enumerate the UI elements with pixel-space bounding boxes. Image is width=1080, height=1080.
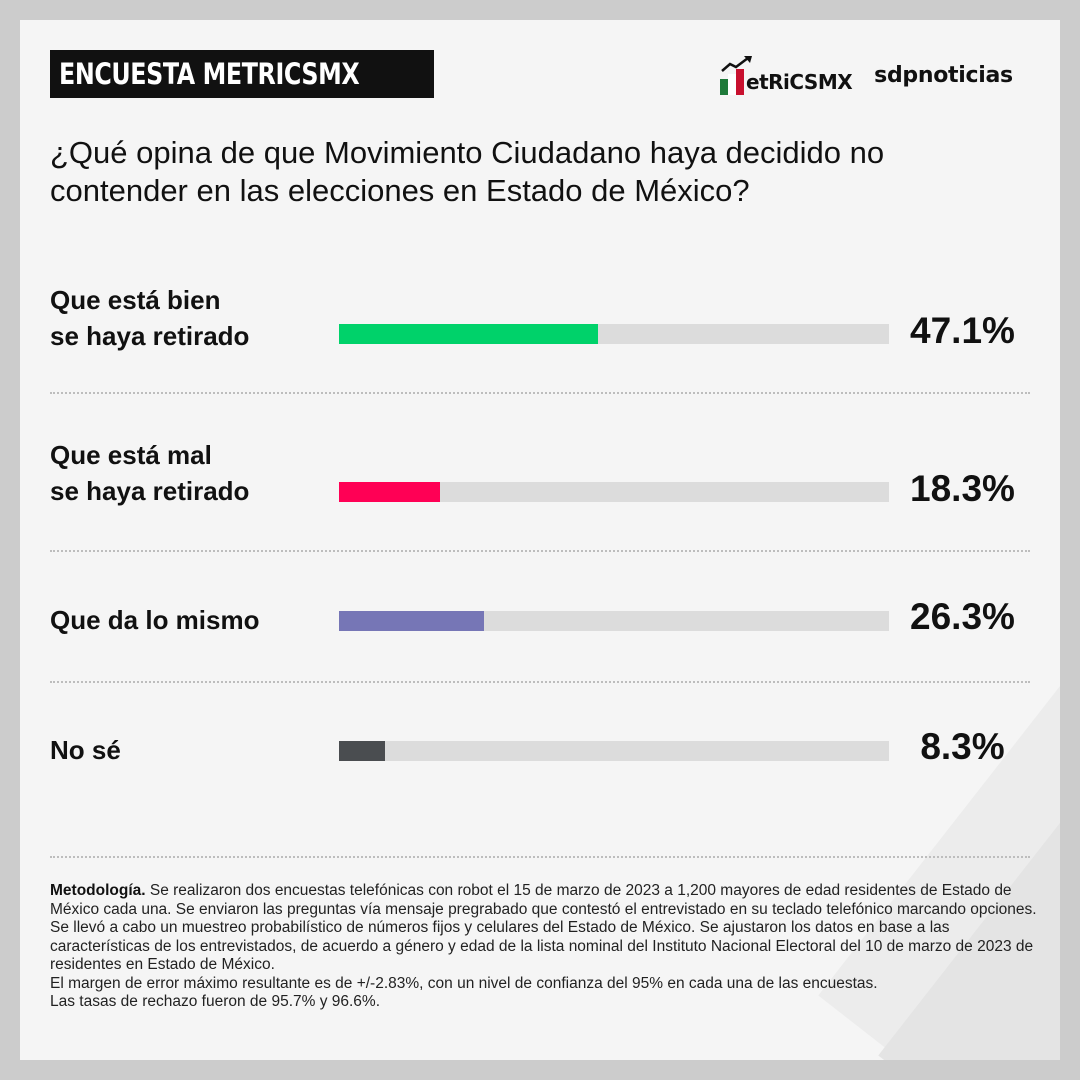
bar-fill [339, 611, 484, 631]
result-row: Que está bien se haya retirado 47.1% [50, 282, 1030, 352]
bar-track [339, 482, 889, 502]
survey-question: ¿Qué opina de que Movimiento Ciudadano h… [50, 135, 885, 208]
answer-label: Que está mal se haya retirado [50, 440, 250, 506]
answer-label: Que da lo mismo [50, 605, 260, 635]
sdpnoticias-logo: sdpnoticias [874, 62, 1013, 88]
percentage-value: 26.3% [910, 596, 1015, 637]
result-row: Que da lo mismo 26.3% [50, 596, 1030, 642]
dotted-divider [50, 392, 1030, 394]
bar-track [339, 324, 889, 344]
trend-arrow-icon [721, 56, 752, 72]
methodology-rejection: Las tasas de rechazo fueron de 95.7% y 9… [50, 993, 381, 1010]
methodology-margin: El margen de error máximo resultante es … [50, 974, 878, 992]
brand-logos: etRiCSMX sdpnoticias [720, 50, 1013, 100]
bar-fill [339, 741, 385, 761]
methodology-note: Metodología. Se realizaron dos encuestas… [50, 882, 1040, 1012]
metricsmx-logo: etRiCSMX [720, 55, 853, 95]
bar-track [339, 611, 889, 631]
percentage-value: 8.3% [920, 726, 1005, 767]
survey-badge: ENCUESTA METRICSMX [50, 50, 435, 98]
dotted-divider [50, 681, 1030, 683]
poll-card: ENCUESTA METRICSMX etRiCSMX sdpnoticias … [20, 20, 1060, 1060]
percentage-value: 47.1% [910, 310, 1015, 351]
bar-track [339, 741, 889, 761]
mexico-flag-icon [720, 69, 744, 95]
bar-fill [339, 324, 599, 344]
answer-label: Que está bien se haya retirado [50, 285, 250, 351]
result-row: Que está mal se haya retirado 18.3% [50, 437, 1030, 509]
metricsmx-logo-text: etRiCSMX [746, 70, 853, 94]
result-row: No sé 8.3% [50, 726, 1030, 772]
answer-label: No sé [50, 735, 121, 765]
methodology-title: Metodología. [50, 882, 146, 899]
methodology-text: Se realizaron dos encuestas telefónicas … [50, 882, 1037, 973]
bar-fill [339, 482, 440, 502]
percentage-value: 18.3% [910, 468, 1015, 509]
dotted-divider [50, 550, 1030, 552]
dotted-divider [50, 856, 1030, 858]
